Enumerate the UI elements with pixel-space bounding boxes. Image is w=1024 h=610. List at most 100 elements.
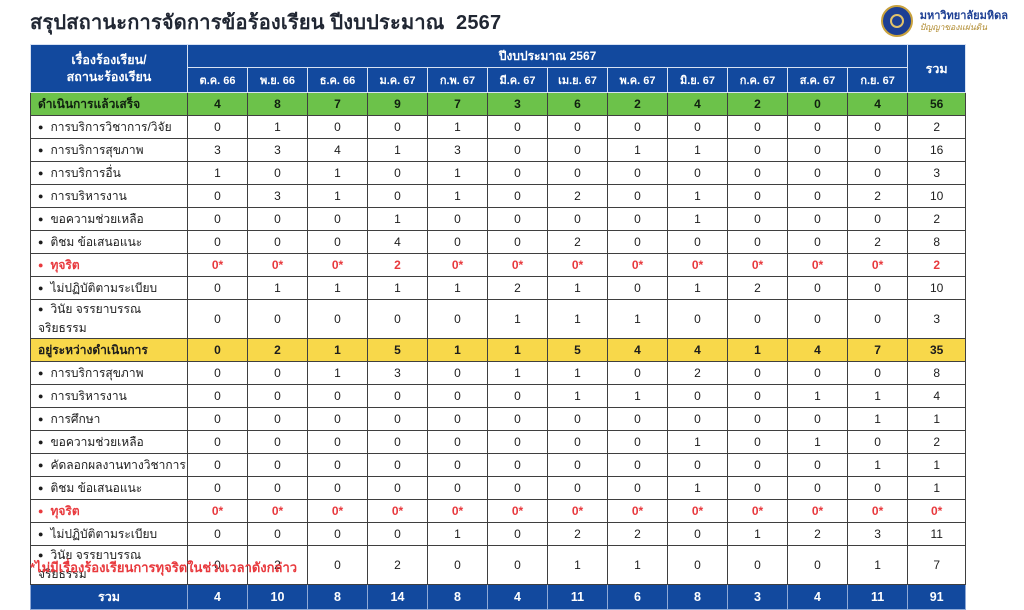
month-value-cell: 6 <box>547 92 608 116</box>
row-label: ● การบริการวิชาการ/วิจัย <box>30 115 188 139</box>
row-total-cell: 8 <box>907 230 967 254</box>
row-label: ดำเนินการแล้วเสร็จ <box>30 92 188 116</box>
month-value-cell: 0 <box>187 276 248 300</box>
month-value-cell: 0 <box>307 115 368 139</box>
month-header: พ.ค. 67 <box>607 67 668 93</box>
month-value-cell: 0 <box>247 476 308 500</box>
row-label: ● การบริหารงาน <box>30 184 188 208</box>
month-value-cell: 0 <box>667 453 728 477</box>
month-header: พ.ย. 66 <box>247 67 308 93</box>
month-value-cell: 0 <box>607 207 668 231</box>
month-value-cell: 11 <box>846 584 909 610</box>
month-value-cell: 4 <box>787 584 848 610</box>
bullet-icon: ● <box>38 304 44 314</box>
month-value-cell: 0 <box>487 407 548 431</box>
month-value-cell: 0* <box>427 253 488 277</box>
month-value-cell: 1 <box>547 361 608 385</box>
month-value-cell: 3 <box>247 138 308 162</box>
month-value-cell: 1 <box>667 476 728 500</box>
month-value-cell: 0* <box>487 253 548 277</box>
month-value-cell: 0 <box>187 230 248 254</box>
month-value-cell: 0 <box>727 115 788 139</box>
month-value-cell: 0* <box>547 499 608 523</box>
month-value-cell: 0 <box>367 299 428 339</box>
row-total-cell: 2 <box>907 430 967 454</box>
month-value-cell: 0* <box>727 499 788 523</box>
month-value-cell: 1 <box>427 161 488 185</box>
month-value-cell: 0 <box>727 453 788 477</box>
month-value-cell: 0 <box>427 207 488 231</box>
month-value-cell: 2 <box>667 361 728 385</box>
month-value-cell: 0 <box>787 276 848 300</box>
month-value-cell: 0 <box>787 299 848 339</box>
complaints-status-table: เรื่องร้องเรียน/สถานะร้องเรียน ปีงบประมาณ… <box>30 44 967 610</box>
month-value-cell: 0 <box>247 522 308 546</box>
month-value-cell: 0 <box>427 453 488 477</box>
row-total-cell: 11 <box>907 522 967 546</box>
month-value-cell: 0 <box>187 522 248 546</box>
emblem-ring-icon <box>889 14 904 28</box>
month-value-cell: 0 <box>487 430 548 454</box>
month-value-cell: 4 <box>187 92 248 116</box>
month-value-cell: 0* <box>547 253 608 277</box>
month-value-cell: 1 <box>547 384 608 408</box>
table-row: ● ขอความช่วยเหลือ 0 0 0 0 0 0 0 0 1 0 1 0 2 <box>30 430 967 454</box>
month-value-cell: 0 <box>846 161 909 185</box>
month-value-cell: 0 <box>846 276 909 300</box>
month-value-cell: 1 <box>846 453 909 477</box>
bullet-icon: ● <box>38 528 44 539</box>
month-value-cell: 2 <box>607 92 668 116</box>
month-value-cell: 0 <box>247 407 308 431</box>
month-value-cell: 2 <box>547 184 608 208</box>
month-value-cell: 9 <box>367 92 428 116</box>
row-total-cell: 1 <box>907 453 967 477</box>
bullet-icon: ● <box>38 390 44 401</box>
month-value-cell: 1 <box>547 545 608 585</box>
month-value-cell: 0 <box>427 430 488 454</box>
month-value-cell: 2 <box>547 230 608 254</box>
month-value-cell: 1 <box>427 184 488 208</box>
month-value-cell: 2 <box>727 276 788 300</box>
table-row: ● ติชม ข้อเสนอแนะ 0 0 0 0 0 0 0 0 1 0 0 0 1 <box>30 476 967 500</box>
row-total-cell: 2 <box>907 115 967 139</box>
bullet-icon: ● <box>38 459 44 470</box>
month-value-cell: 0 <box>787 92 848 116</box>
month-value-cell: 1 <box>367 207 428 231</box>
month-value-cell: 0 <box>787 545 848 585</box>
month-value-cell: 11 <box>547 584 608 610</box>
row-label: ● คัดลอกผลงานทางวิชาการ <box>30 453 188 477</box>
university-motto: ปัญญาของแผ่นดิน <box>919 21 988 32</box>
month-value-cell: 0 <box>607 453 668 477</box>
month-value-cell: 0 <box>247 384 308 408</box>
month-value-cell: 8 <box>247 92 308 116</box>
month-value-cell: 0 <box>367 430 428 454</box>
month-value-cell: 0 <box>846 430 909 454</box>
month-value-cell: 0 <box>487 184 548 208</box>
row-label-text: ทุจริต <box>50 257 80 272</box>
row-label: ● การบริการสุขภาพ <box>30 361 188 385</box>
month-value-cell: 14 <box>367 584 428 610</box>
table-row: ● การบริหารงาน 0 3 1 0 1 0 2 0 1 0 0 2 10 <box>30 184 967 208</box>
row-label: ● การบริการอื่น <box>30 161 188 185</box>
month-value-cell: 0 <box>727 476 788 500</box>
row-label-text: การบริการอื่น <box>50 165 121 180</box>
bullet-icon: ● <box>38 550 44 560</box>
month-value-cell: 1 <box>247 115 308 139</box>
table-row: อยู่ระหว่างดำเนินการ 0 2 1 5 1 1 5 4 4 1 4 7 35 <box>30 338 967 362</box>
table-row: ● ทุจริต 0* 0* 0* 2 0* 0* 0* 0* 0* 0* 0* 0* 2 <box>30 253 967 277</box>
month-value-cell: 3 <box>247 184 308 208</box>
month-value-cell: 0 <box>787 138 848 162</box>
month-value-cell: 0* <box>187 253 248 277</box>
month-value-cell: 0* <box>247 499 308 523</box>
row-total-cell: 2 <box>907 207 967 231</box>
month-value-cell: 0 <box>367 184 428 208</box>
month-header: มี.ค. 67 <box>487 67 548 93</box>
month-value-cell: 0* <box>487 499 548 523</box>
month-value-cell: 0 <box>607 361 668 385</box>
month-value-cell: 0 <box>727 384 788 408</box>
row-label-text: ขอความช่วยเหลือ <box>50 434 144 449</box>
month-value-cell: 0 <box>607 276 668 300</box>
row-total-cell: 56 <box>907 92 967 116</box>
table-row: ● การบริการอื่น 1 0 1 0 1 0 0 0 0 0 0 0 3 <box>30 161 967 185</box>
month-value-cell: 0 <box>247 361 308 385</box>
